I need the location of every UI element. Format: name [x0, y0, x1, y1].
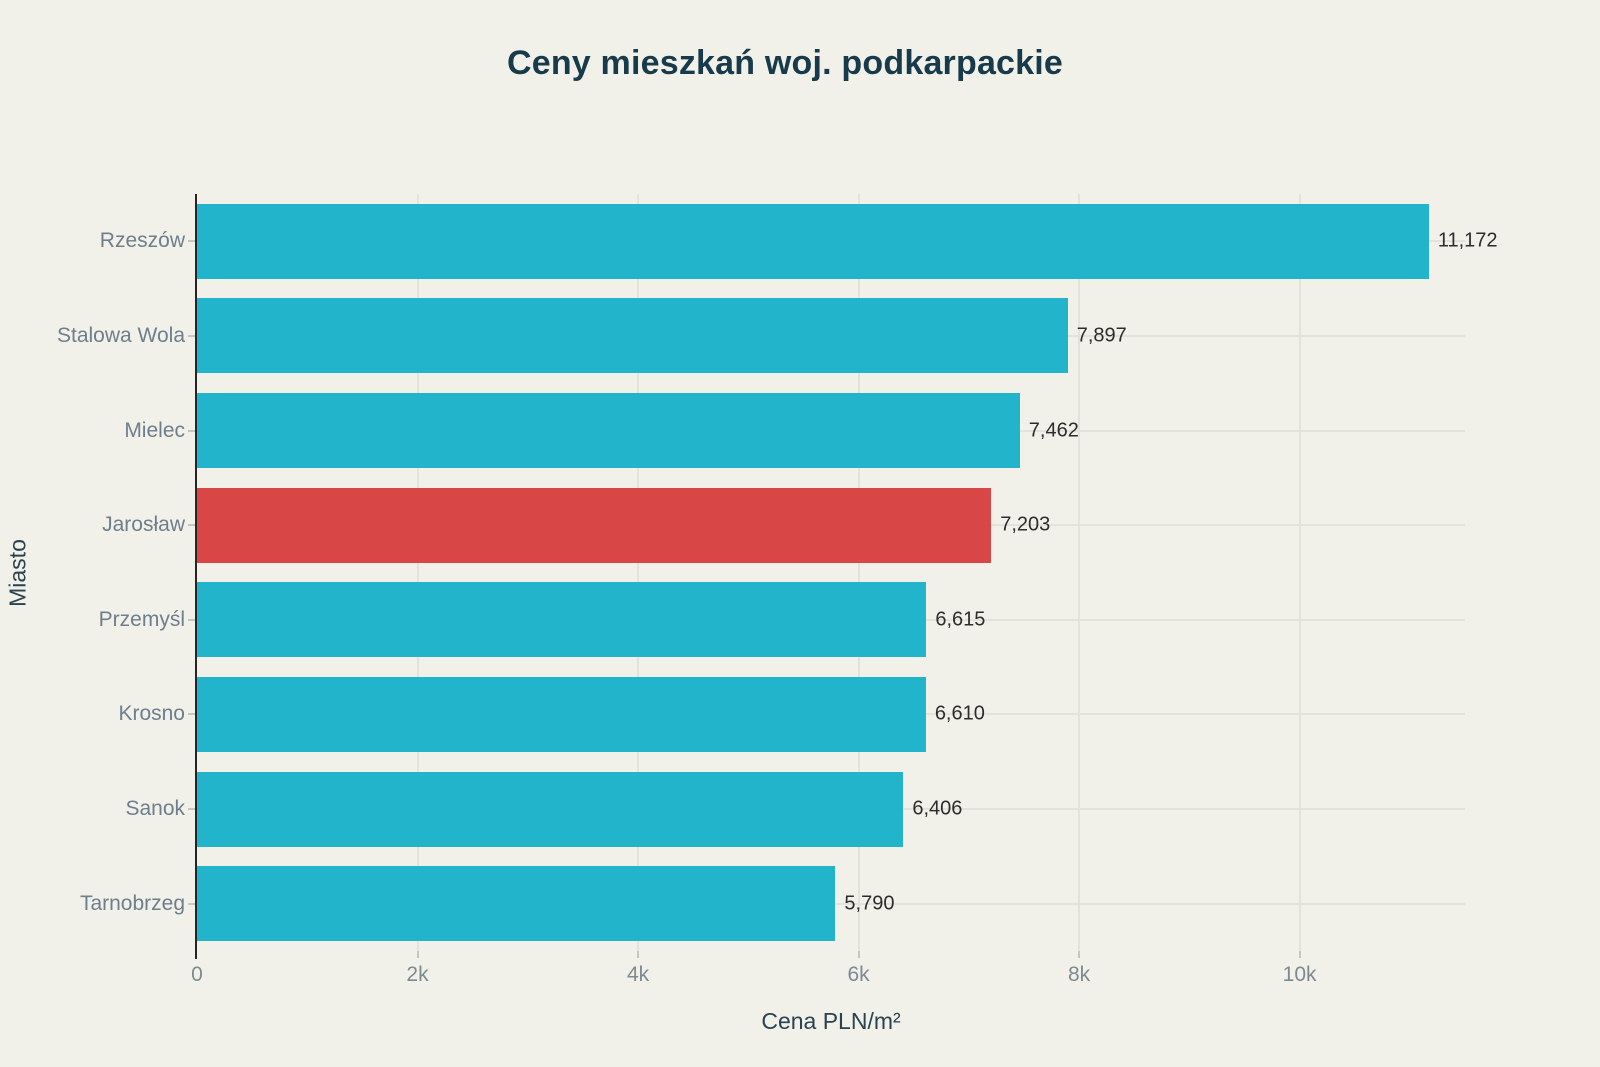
category-label-sanok: Sanok — [125, 797, 185, 821]
y-axis-title: Miasto — [4, 538, 31, 607]
x-tick-mark — [1078, 951, 1081, 958]
bar-krosno — [197, 676, 926, 752]
category-label-krosno: Krosno — [118, 702, 185, 726]
x-tick-label-0: 0 — [191, 963, 203, 986]
category-label-stalowa-wola: Stalowa Wola — [56, 323, 185, 347]
category-tick-mark — [188, 429, 196, 432]
plot-area: 11,172 7,897 7,462 7,203 6,615 6,610 6,406 5,79… — [197, 194, 1498, 951]
category-tick-mark — [188, 902, 196, 905]
value-label-tarnobrzeg: 5,790 — [844, 892, 895, 915]
gridline-vertical — [416, 194, 419, 951]
category-tick-mark — [188, 524, 196, 527]
chart-title: Ceny mieszkań woj. podkarpackie — [506, 44, 1064, 82]
gridline-vertical — [1298, 194, 1301, 951]
category-label-tarnobrzeg: Tarnobrzeg — [79, 891, 185, 915]
x-tick-mark — [857, 951, 860, 958]
bar-jarosław — [197, 487, 992, 563]
category-label-mielec: Mielec — [124, 418, 185, 442]
value-label-stalowa-wola: 7,897 — [1076, 324, 1127, 347]
x-tick-label-4k: 4k — [626, 963, 650, 986]
gridline-vertical — [637, 194, 640, 951]
x-tick-label-6k: 6k — [847, 963, 870, 986]
bar-tarnobrzeg — [197, 866, 836, 942]
value-label-jarosław: 7,203 — [1000, 513, 1051, 536]
category-label-rzeszów: Rzeszów — [99, 229, 185, 253]
x-tick-mark — [637, 951, 640, 958]
gridline-vertical — [857, 194, 860, 951]
bar-stalowa-wola — [197, 298, 1068, 374]
x-tick-label-10k: 10k — [1282, 963, 1317, 986]
value-label-mielec: 7,462 — [1028, 419, 1079, 442]
category-tick-mark — [188, 334, 196, 337]
category-tick-mark — [188, 618, 196, 621]
category-label-przemyśl: Przemyśl — [98, 607, 185, 631]
y-axis-line — [195, 194, 197, 959]
x-tick-mark — [416, 951, 419, 958]
bar-sanok — [197, 771, 904, 847]
value-label-krosno: 6,610 — [934, 702, 985, 725]
bar-mielec — [197, 393, 1020, 469]
x-tick-label-8k: 8k — [1067, 963, 1091, 986]
category-tick-mark — [188, 808, 196, 811]
value-label-sanok: 6,406 — [912, 797, 963, 820]
category-tick-mark — [188, 713, 196, 716]
value-label-przemyśl: 6,615 — [935, 608, 986, 631]
bar-rzeszów — [197, 203, 1429, 279]
x-axis-title: Cena PLN/m² — [761, 1008, 901, 1034]
category-label-jarosław: Jarosław — [102, 513, 185, 537]
value-label-rzeszów: 11,172 — [1437, 229, 1498, 252]
category-tick-mark — [188, 240, 196, 243]
bar-przemyśl — [197, 582, 927, 658]
x-tick-mark — [1298, 951, 1301, 958]
gridline-vertical — [1078, 194, 1081, 951]
x-tick-label-2k: 2k — [406, 963, 429, 986]
